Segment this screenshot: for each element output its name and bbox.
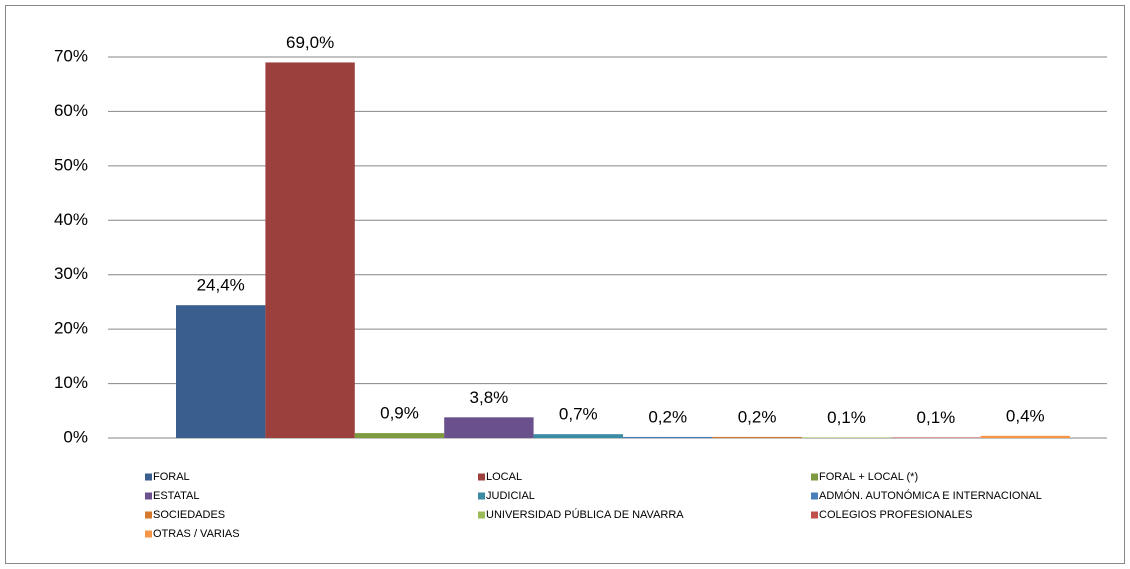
data-label: 0,4% xyxy=(1006,406,1045,425)
y-tick-label: 10% xyxy=(54,373,88,392)
y-tick-label: 50% xyxy=(54,155,88,174)
bar xyxy=(176,305,266,438)
chart-border xyxy=(5,5,1125,564)
legend-swatch xyxy=(811,473,818,481)
legend-label: COLEGIOS PROFESIONALES xyxy=(819,509,972,521)
y-tick-label: 60% xyxy=(54,101,88,120)
bar xyxy=(623,436,713,438)
legend-swatch xyxy=(145,492,152,500)
y-tick-label: 70% xyxy=(54,46,88,65)
legend-swatch xyxy=(811,492,818,500)
bar xyxy=(444,417,534,438)
legend-swatch xyxy=(145,511,152,519)
legend-label: JUDICIAL xyxy=(486,490,535,502)
legend-label: UNIVERSIDAD PÚBLICA DE NAVARRA xyxy=(486,508,684,521)
legend-label: ADMÓN. AUTONÓMICA E INTERNACIONAL xyxy=(819,489,1042,502)
legend-label: FORAL + LOCAL (*) xyxy=(819,471,918,483)
legend-swatch xyxy=(811,511,818,519)
data-label: 24,4% xyxy=(197,276,245,295)
legend-label: OTRAS / VARIAS xyxy=(153,528,240,540)
y-tick-label: 40% xyxy=(54,210,88,229)
legend-label: LOCAL xyxy=(486,471,522,483)
bar xyxy=(980,435,1070,438)
data-label: 0,1% xyxy=(827,408,866,427)
data-label: 3,8% xyxy=(470,388,509,407)
legend-swatch xyxy=(145,530,152,538)
data-label: 0,2% xyxy=(738,407,777,426)
y-tick-label: 0% xyxy=(63,427,88,446)
bar xyxy=(354,433,445,438)
legend-label: SOCIEDADES xyxy=(153,509,225,521)
bar xyxy=(801,437,892,438)
data-label: 0,9% xyxy=(380,404,419,423)
bar xyxy=(533,434,623,438)
bar xyxy=(265,62,355,438)
data-label: 69,0% xyxy=(286,33,334,52)
legend-swatch xyxy=(478,492,485,500)
legend-swatch xyxy=(145,473,152,481)
legend-swatch xyxy=(478,511,485,519)
y-tick-label: 30% xyxy=(54,264,88,283)
data-label: 0,2% xyxy=(648,407,687,426)
bar xyxy=(712,436,802,438)
y-tick-label: 20% xyxy=(54,319,88,338)
bar xyxy=(891,437,981,438)
data-label: 0,1% xyxy=(917,408,956,427)
legend-label: FORAL xyxy=(153,471,190,483)
legend-swatch xyxy=(478,473,485,481)
data-label: 0,7% xyxy=(559,405,598,424)
legend-label: ESTATAL xyxy=(153,490,199,502)
